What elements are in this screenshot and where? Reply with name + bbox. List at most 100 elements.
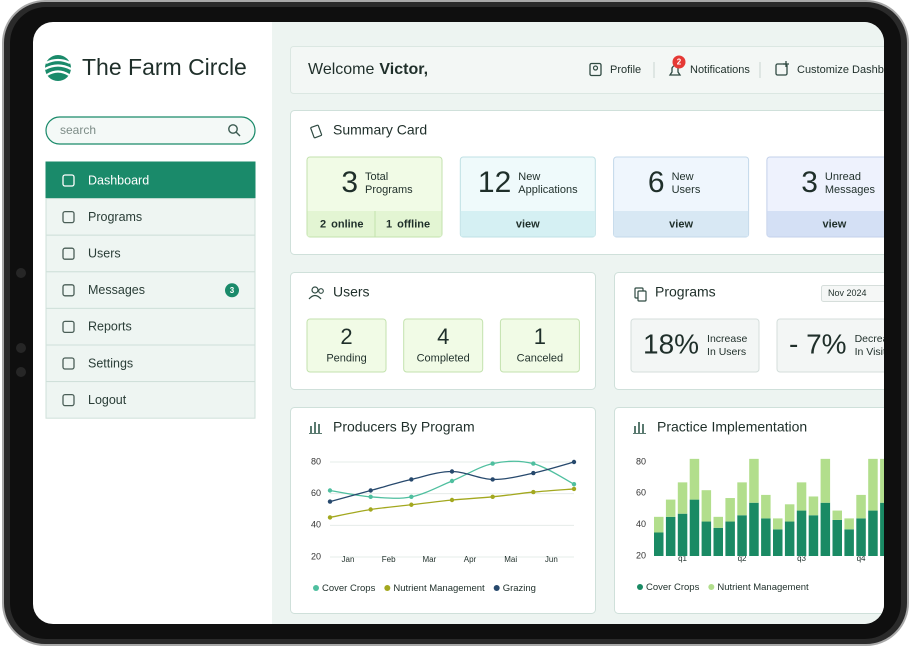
user-name: Victor, xyxy=(379,61,428,78)
nav-item[interactable] xyxy=(45,161,256,200)
user-stat-value: 2 xyxy=(340,324,352,349)
user-stat-label: Pending xyxy=(326,352,366,364)
summary-icon xyxy=(310,124,323,139)
y-tick-label: 60 xyxy=(311,488,321,498)
nav-item[interactable] xyxy=(45,234,256,273)
summary-label: New xyxy=(518,171,540,183)
data-point xyxy=(449,478,455,484)
x-tick-label: Jun xyxy=(545,555,558,564)
bar-segment xyxy=(713,527,723,556)
bar-segment xyxy=(737,482,747,516)
summary-label: Users xyxy=(672,184,701,196)
nav-label: Settings xyxy=(88,356,133,370)
footer-value: 1 xyxy=(386,218,392,230)
program-stat-label: Increase xyxy=(707,333,747,345)
data-point xyxy=(409,494,414,500)
screen: The Farm Circle search Welcome Victor, Pr… xyxy=(33,22,906,624)
legend-swatch xyxy=(708,584,715,590)
user-stat xyxy=(403,318,484,373)
bar-segment xyxy=(796,510,807,556)
bar-segment xyxy=(796,482,807,511)
nav-label: Dashboard xyxy=(88,173,149,187)
program-stat xyxy=(776,318,884,373)
legend-label: Cover Crops xyxy=(646,582,700,593)
bar-segment xyxy=(784,521,795,556)
bar-segment xyxy=(725,498,735,522)
data-point xyxy=(531,489,536,495)
x-tick-label: q3 xyxy=(797,554,806,563)
bar-segment xyxy=(868,510,878,556)
program-stat-value: 18% xyxy=(643,328,699,359)
nav-item[interactable] xyxy=(45,381,256,419)
y-tick-label: 80 xyxy=(311,456,321,466)
device-button xyxy=(16,343,26,353)
data-point xyxy=(449,469,455,474)
nav-icon xyxy=(62,247,75,260)
data-point xyxy=(327,488,333,493)
bar-segment xyxy=(737,515,747,556)
legend-label: Grazing xyxy=(503,583,536,594)
nav-label: Reports xyxy=(88,320,132,334)
data-point xyxy=(571,459,577,465)
data-point xyxy=(409,477,414,482)
welcome: Welcome Victor, xyxy=(308,61,428,78)
chart-title: Producers By Program xyxy=(333,419,475,435)
period-select[interactable] xyxy=(821,285,902,302)
bar-segment xyxy=(880,458,884,503)
bar-segment xyxy=(808,515,819,556)
footer-label: offline xyxy=(397,218,430,230)
data-point xyxy=(490,494,495,500)
y-tick-label: 20 xyxy=(636,550,646,560)
search-box[interactable] xyxy=(45,116,256,145)
nav-label: Messages xyxy=(88,283,145,297)
nav-badge xyxy=(225,283,239,298)
bar-segment xyxy=(773,529,783,556)
nav-badge-count: 3 xyxy=(230,286,235,295)
footer-label: online xyxy=(331,218,363,230)
nav-item[interactable] xyxy=(45,198,256,236)
logo xyxy=(44,55,72,81)
card-action[interactable]: view xyxy=(669,218,693,230)
bar-segment xyxy=(880,502,884,556)
summary-label: Programs xyxy=(365,184,413,196)
bar-segment xyxy=(749,458,759,503)
bar-segment xyxy=(713,516,723,528)
summary-label: New xyxy=(672,171,694,183)
bar-segment xyxy=(820,458,831,503)
summary-card-footer xyxy=(614,211,749,237)
customize-link[interactable]: Customize Dashboard xyxy=(797,64,906,76)
chart-panel xyxy=(290,407,596,614)
legend-label: Nutrient Management xyxy=(717,582,809,593)
nav-item[interactable] xyxy=(45,271,256,309)
x-tick-label: Apr xyxy=(464,555,477,564)
nav-icon xyxy=(62,320,75,334)
footer-value: 2 xyxy=(320,218,326,230)
user-stat-label: Canceled xyxy=(517,352,563,364)
card-action[interactable]: view xyxy=(516,218,540,230)
program-stat-label: Decrease xyxy=(855,333,900,345)
customize-icon xyxy=(775,61,789,76)
bar-segment xyxy=(761,494,771,519)
summary-value: 6 xyxy=(648,166,665,199)
nav-item[interactable] xyxy=(45,307,256,346)
data-point xyxy=(368,488,373,493)
summary-label: Total xyxy=(365,171,388,183)
summary-label: Messages xyxy=(825,184,876,196)
brand-name: The Farm Circle xyxy=(82,54,247,80)
nav-item[interactable] xyxy=(45,344,256,383)
summary-title: Summary Card xyxy=(333,122,427,138)
bar-segment xyxy=(665,499,676,517)
program-stat-label: In Visits xyxy=(855,346,892,358)
data-point xyxy=(531,461,536,466)
data-point xyxy=(571,486,577,492)
data-point xyxy=(368,494,373,500)
bar-segment xyxy=(844,518,854,530)
x-tick-label: q2 xyxy=(738,554,747,563)
profile-link[interactable]: Profile xyxy=(610,64,641,76)
notifications-link[interactable]: Notifications xyxy=(690,64,750,76)
bar-segment xyxy=(856,494,866,519)
card-action[interactable]: view xyxy=(822,218,846,230)
summary-card-footer xyxy=(460,211,595,237)
legend-swatch xyxy=(493,585,500,591)
